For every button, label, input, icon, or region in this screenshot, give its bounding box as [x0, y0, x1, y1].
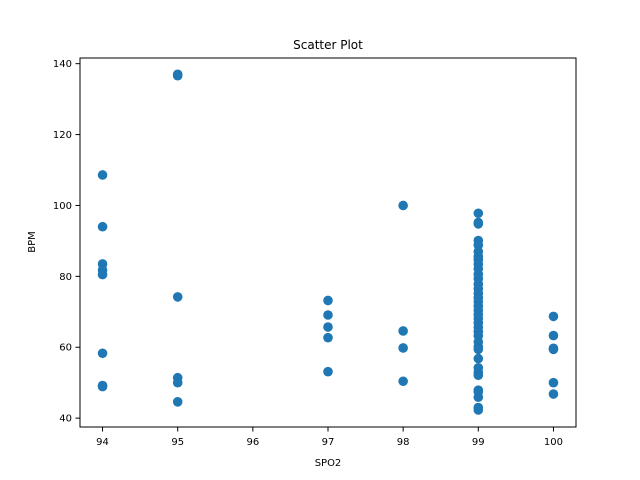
- points-layer: [97, 69, 559, 415]
- data-point: [97, 221, 108, 232]
- data-point: [323, 322, 333, 332]
- data-point: [398, 326, 408, 336]
- x-axis: 94 95 96 97 98 99 100: [96, 427, 563, 448]
- data-point: [398, 200, 408, 211]
- x-tick-label: 99: [472, 437, 485, 448]
- data-point: [548, 330, 559, 341]
- y-axis-label: BPM: [27, 231, 38, 253]
- data-point: [548, 377, 559, 388]
- data-point: [548, 389, 559, 399]
- x-tick-label: 98: [397, 437, 410, 448]
- y-tick-label: 60: [59, 343, 72, 354]
- data-point: [548, 344, 559, 355]
- data-point: [398, 343, 408, 353]
- x-tick-label: 96: [246, 437, 259, 448]
- data-point: [97, 170, 108, 180]
- data-point: [172, 397, 183, 407]
- x-tick-label: 100: [544, 437, 563, 448]
- data-point: [548, 311, 559, 322]
- y-tick-label: 120: [53, 130, 72, 141]
- data-point: [473, 219, 484, 229]
- x-tick-label: 95: [171, 437, 184, 448]
- data-point: [323, 295, 333, 306]
- data-point: [97, 348, 108, 359]
- data-point: [97, 269, 108, 280]
- data-point: [473, 344, 484, 355]
- data-point: [323, 332, 333, 343]
- data-point: [473, 392, 484, 403]
- y-tick-label: 80: [59, 272, 72, 283]
- data-point: [398, 376, 408, 387]
- data-point: [172, 377, 183, 388]
- y-tick-label: 140: [53, 59, 72, 70]
- data-point: [172, 70, 183, 81]
- y-axis: 40 60 80 100 120 140: [53, 59, 80, 425]
- x-tick-label: 94: [96, 437, 109, 448]
- x-axis-label: SPO2: [315, 458, 342, 469]
- chart-title: Scatter Plot: [293, 38, 363, 52]
- data-point: [473, 208, 484, 219]
- data-point: [473, 353, 484, 364]
- data-point: [172, 292, 183, 302]
- x-tick-label: 97: [322, 437, 335, 448]
- data-point: [323, 366, 333, 377]
- data-point: [473, 405, 484, 415]
- y-tick-label: 100: [53, 201, 72, 212]
- data-point: [323, 310, 333, 320]
- data-point: [97, 381, 108, 392]
- y-tick-label: 40: [59, 414, 72, 425]
- data-point: [473, 370, 484, 381]
